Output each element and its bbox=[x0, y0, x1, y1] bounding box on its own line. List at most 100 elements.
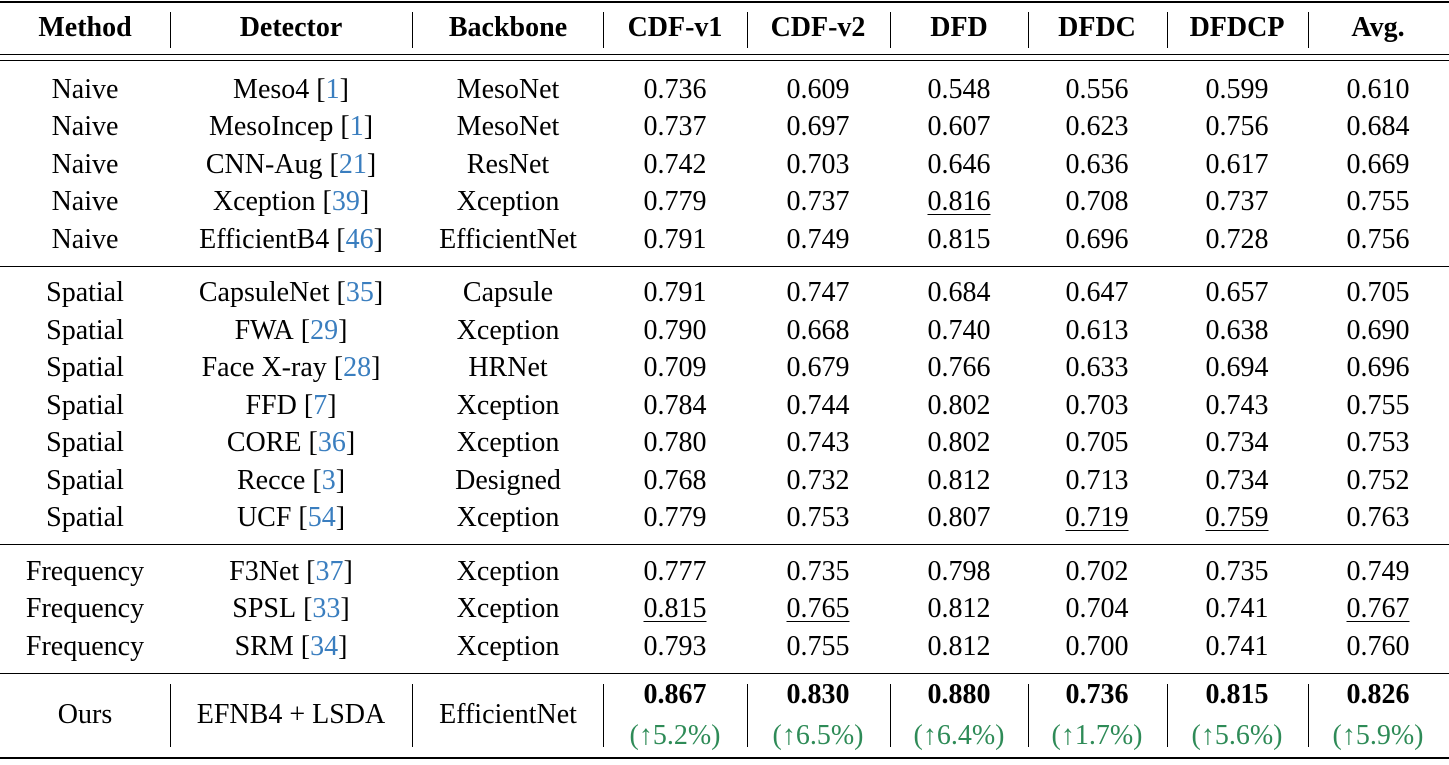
column-separator bbox=[1167, 12, 1168, 48]
score-value: 0.713 bbox=[1065, 464, 1129, 496]
column-separator bbox=[890, 683, 891, 747]
citation: 33 bbox=[312, 593, 341, 625]
score: 0.737 bbox=[644, 113, 707, 141]
score-value: 0.697 bbox=[786, 111, 850, 143]
detector: Face X-ray [28] bbox=[202, 354, 381, 382]
score-value: 0.732 bbox=[786, 464, 850, 496]
score: 0.679 bbox=[787, 354, 850, 382]
citation-bracket: [ bbox=[329, 148, 339, 180]
column-separator bbox=[1308, 683, 1309, 747]
detector: FWA [29] bbox=[234, 314, 348, 346]
detector-name: FWA bbox=[234, 314, 294, 346]
detector: Recce [3] bbox=[237, 466, 345, 495]
citation-bracket: [ bbox=[300, 314, 311, 346]
score: 0.668 bbox=[787, 316, 850, 345]
score-value: 0.638 bbox=[1205, 314, 1269, 346]
detector-name: Meso4 bbox=[233, 73, 310, 105]
score: 0.815 bbox=[644, 595, 707, 623]
citation: 1 bbox=[349, 111, 364, 143]
score-value: 0.812 bbox=[927, 630, 991, 662]
column-header: CDF-v1 bbox=[627, 12, 723, 43]
score-value: 0.719 bbox=[1065, 502, 1129, 534]
backbone: Xception bbox=[456, 389, 560, 421]
score-value: 0.791 bbox=[643, 223, 707, 255]
method: Frequency bbox=[25, 630, 145, 662]
score: 0.812 bbox=[927, 630, 991, 662]
citation-bracket: [ bbox=[333, 352, 344, 384]
score-value: 0.669 bbox=[1346, 148, 1410, 180]
score-value: 0.790 bbox=[643, 314, 707, 346]
detector: CapsuleNet [35] bbox=[199, 279, 383, 307]
detector: EFNB4 + LSDA bbox=[196, 699, 386, 731]
score-value: 0.749 bbox=[786, 223, 850, 255]
citation-bracket: [ bbox=[336, 223, 346, 255]
detector-name: EfficientB4 bbox=[199, 223, 330, 255]
score-value: 0.755 bbox=[1346, 389, 1410, 421]
score: 0.784 bbox=[644, 391, 707, 420]
detector: UCF [54] bbox=[237, 504, 345, 532]
score: 0.694 bbox=[1206, 354, 1269, 382]
detector: SPSL [33] bbox=[232, 595, 349, 623]
method: Frequency bbox=[25, 555, 145, 587]
detector: CORE [36] bbox=[227, 429, 355, 457]
score-value: 0.548 bbox=[927, 73, 991, 105]
group-rule bbox=[0, 265, 1449, 267]
score: 0.798 bbox=[928, 557, 991, 586]
score: 0.767 bbox=[1347, 595, 1410, 623]
column-header: DFDCP bbox=[1189, 12, 1285, 43]
column-separator bbox=[1028, 683, 1029, 747]
score: 0.719 bbox=[1066, 504, 1129, 532]
score: 0.613 bbox=[1066, 316, 1129, 345]
backbone: Xception bbox=[456, 186, 560, 218]
score-value: 0.768 bbox=[643, 464, 707, 496]
score: 0.636 bbox=[1066, 150, 1129, 179]
score: 0.744 bbox=[787, 391, 850, 420]
score-value: 0.779 bbox=[643, 186, 707, 218]
score-value: 0.647 bbox=[1065, 277, 1129, 309]
detector-name: F3Net bbox=[229, 555, 300, 587]
score-value: 0.734 bbox=[1205, 464, 1269, 496]
backbone: ResNet bbox=[466, 148, 550, 180]
backbone: Xception bbox=[456, 555, 560, 587]
column-separator bbox=[1167, 683, 1168, 747]
score-value: 0.743 bbox=[1205, 389, 1269, 421]
citation-bracket: ] bbox=[338, 314, 348, 346]
score-value: 0.679 bbox=[786, 352, 850, 384]
column-separator bbox=[603, 683, 604, 747]
score: 0.736 bbox=[644, 75, 707, 104]
score: 0.703 bbox=[1066, 391, 1129, 420]
method: Spatial bbox=[46, 352, 124, 384]
score: 0.556 bbox=[1066, 75, 1129, 104]
citation: 37 bbox=[315, 555, 344, 587]
column-separator bbox=[412, 683, 413, 747]
score: 0.607 bbox=[928, 113, 991, 141]
backbone: Xception bbox=[456, 630, 560, 662]
score-value: 0.816 bbox=[927, 186, 991, 218]
score: 0.709 bbox=[644, 354, 707, 382]
score-value: 0.812 bbox=[927, 464, 991, 496]
score-value: 0.690 bbox=[1346, 314, 1410, 346]
score-value: 0.742 bbox=[643, 148, 707, 180]
score-value: 0.826 bbox=[1346, 679, 1410, 711]
score: 0.633 bbox=[1066, 354, 1129, 382]
score: 0.780 bbox=[644, 429, 707, 457]
score: 0.755 bbox=[787, 632, 850, 661]
citation-bracket: ] bbox=[327, 389, 337, 421]
score: 0.599 bbox=[1206, 75, 1269, 104]
score-value: 0.741 bbox=[1205, 630, 1269, 662]
citation: 35 bbox=[345, 277, 374, 309]
score-value: 0.756 bbox=[1346, 223, 1410, 255]
score: 0.735 bbox=[1206, 557, 1269, 586]
score: 0.777 bbox=[644, 557, 707, 586]
score-value: 0.791 bbox=[643, 277, 707, 309]
method: Naive bbox=[51, 186, 119, 218]
citation-bracket: [ bbox=[300, 630, 311, 662]
score-value: 0.741 bbox=[1205, 593, 1269, 625]
detector: Xception [39] bbox=[213, 188, 369, 216]
score: 0.815 bbox=[928, 225, 991, 254]
score-value: 0.749 bbox=[1346, 555, 1410, 587]
score: 0.802 bbox=[928, 391, 991, 420]
method: Spatial bbox=[46, 389, 124, 421]
citation-bracket: ] bbox=[366, 148, 377, 180]
